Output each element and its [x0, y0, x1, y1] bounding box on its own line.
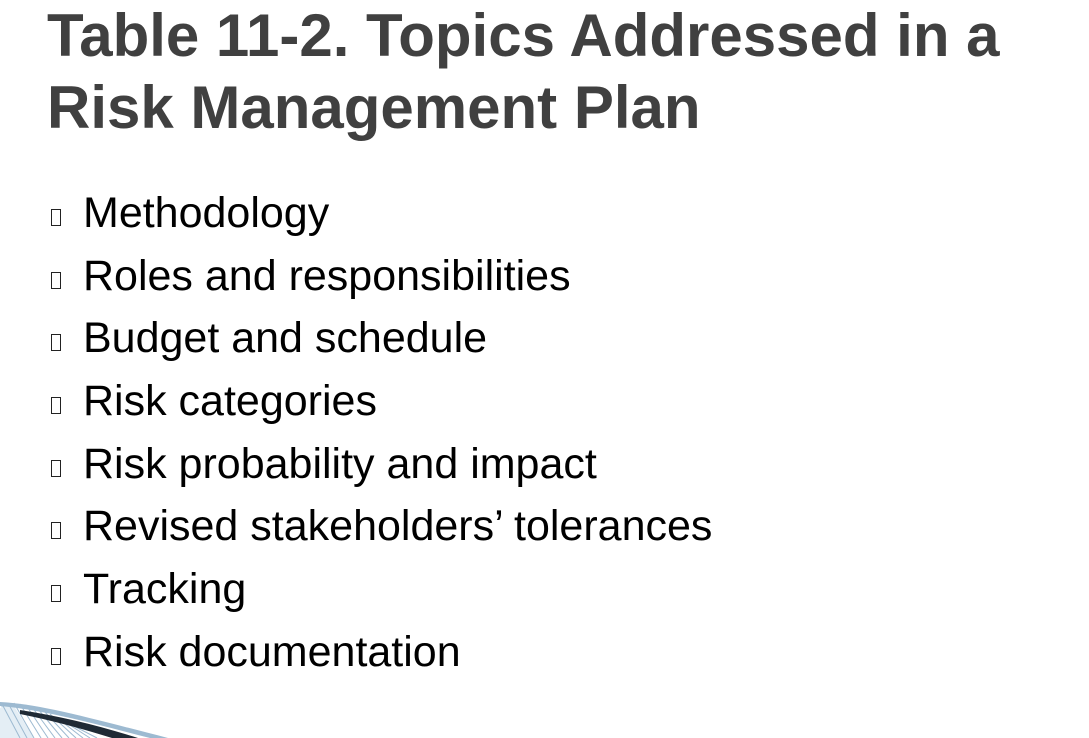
bullet-icon [51, 647, 61, 665]
bullet-icon [51, 334, 61, 352]
bullet-text: Risk categories [83, 376, 377, 425]
list-item: Risk probability and impact [47, 433, 712, 496]
bullet-icon [51, 584, 61, 602]
bullet-text: Risk probability and impact [83, 439, 597, 488]
list-item: Revised stakeholders’ tolerances [47, 495, 712, 558]
list-item: Methodology [47, 182, 712, 245]
bullet-text: Revised stakeholders’ tolerances [83, 502, 713, 551]
bullet-icon [51, 208, 61, 226]
bullet-text: Budget and schedule [83, 314, 488, 363]
slide-title: Table 11-2. Topics Addressed in a Risk M… [47, 2, 1000, 141]
list-item: Budget and schedule [47, 307, 712, 370]
bullet-text: Tracking [83, 564, 247, 613]
bullet-text: Risk documentation [83, 627, 461, 676]
bullet-icon [51, 522, 61, 540]
bullet-icon [51, 459, 61, 477]
bullet-text: Methodology [83, 188, 330, 237]
bullet-list: Methodology Roles and responsibilities B… [47, 182, 712, 684]
list-item: Roles and responsibilities [47, 245, 712, 308]
list-item: Risk categories [47, 370, 712, 433]
bullet-icon [51, 271, 61, 289]
bullet-text: Roles and responsibilities [83, 251, 571, 300]
bullet-icon [51, 396, 61, 414]
list-item: Risk documentation [47, 621, 712, 684]
corner-swoosh-decoration [0, 702, 168, 738]
list-item: Tracking [47, 558, 712, 621]
